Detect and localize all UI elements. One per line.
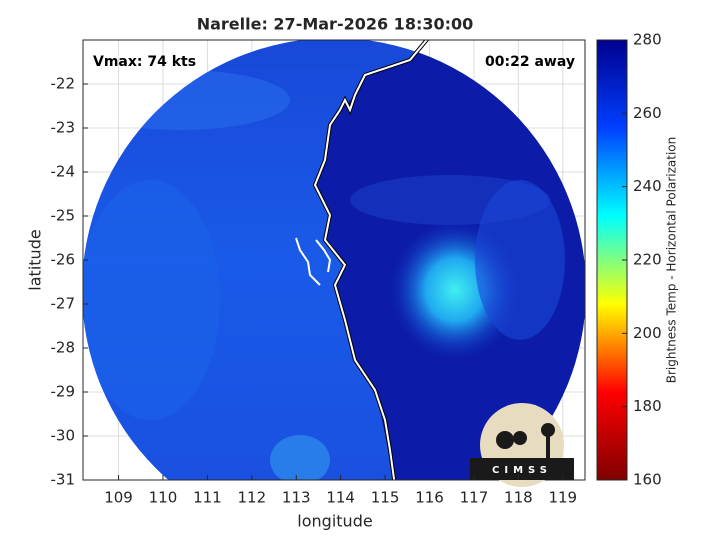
satellite-image [83,40,585,480]
x-tick-label: 117 [460,489,489,507]
y-tick-label: -22 [51,75,76,93]
x-tick-label: 116 [415,489,444,507]
x-tick-label: 110 [149,489,178,507]
y-tick-label: -27 [51,295,76,313]
vmax-annotation: Vmax: 74 kts [93,54,196,70]
y-tick-label: -30 [51,427,76,445]
colorbar-label: Brightness Temp - Horizontal Polarizatio… [665,137,679,384]
colorbar-tick-label: 280 [633,31,662,49]
y-tick-label: -29 [51,383,76,401]
colorbar-tick-label: 180 [633,397,662,415]
y-tick-label: -24 [51,163,76,181]
x-axis-label: longitude [297,512,372,531]
colorbar-tick-label: 220 [633,251,662,269]
y-tick-label: -23 [51,119,76,137]
time-annotation: 00:22 away [485,54,575,70]
colorbar-tick-label: 260 [633,104,662,122]
x-tick-label: 109 [104,489,133,507]
y-tick-label: -26 [51,251,76,269]
logo: CIMSS [470,403,574,487]
logo-text: CIMSS [492,465,552,476]
colorbar-tick-label: 160 [633,471,662,489]
y-tick-label: -25 [51,207,76,225]
x-tick-label: 115 [371,489,400,507]
x-tick-label: 114 [326,489,355,507]
y-axis-label: latitude [26,229,45,290]
x-tick-label: 111 [193,489,222,507]
x-tick-label: 118 [504,489,533,507]
colorbar-tick-label: 200 [633,324,662,342]
y-tick-label: -31 [51,471,76,489]
x-tick-label: 113 [282,489,311,507]
title: Narelle: 27-Mar-2026 18:30:00 [197,15,474,34]
x-tick-label: 119 [548,489,577,507]
colorbar-tick-label: 240 [633,177,662,195]
x-tick-label: 112 [237,489,266,507]
y-tick-label: -28 [51,339,76,357]
